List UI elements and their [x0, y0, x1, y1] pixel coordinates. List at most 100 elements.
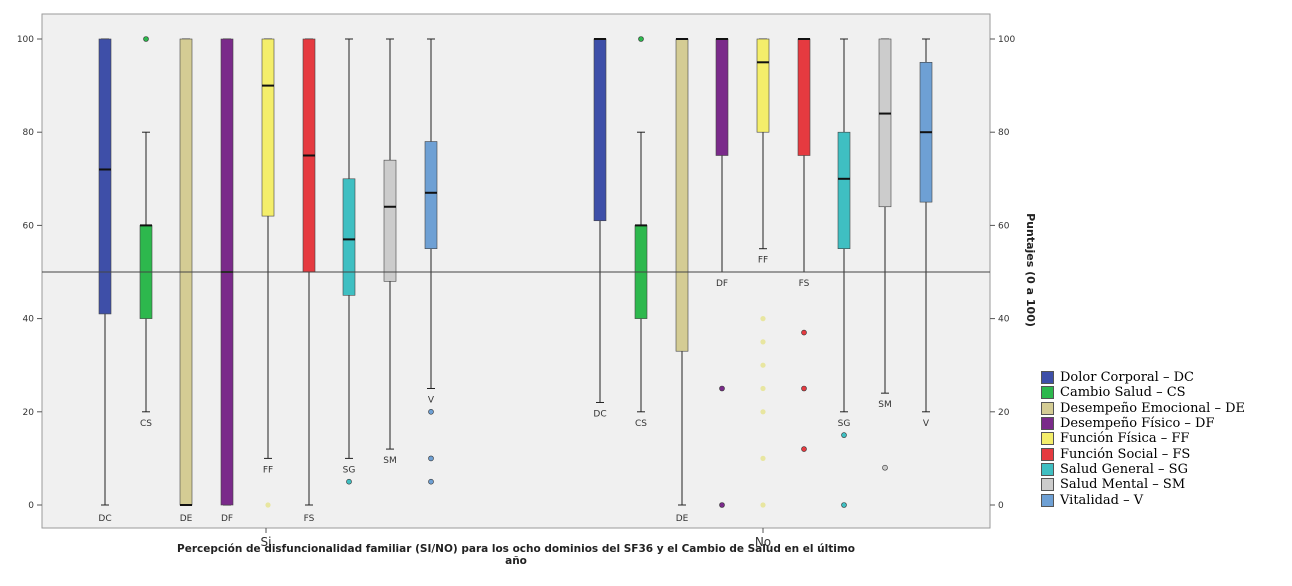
y-tick-label-left: 40 [23, 315, 35, 325]
legend-item: Salud General – SG [1041, 462, 1245, 477]
box-de-si: DE [180, 38, 193, 524]
outlier-point [760, 409, 766, 415]
legend-label: Desempeño Emocional – DE [1060, 400, 1246, 416]
box-sm-no: SM [878, 38, 892, 471]
box-sm-si: SM [383, 38, 397, 466]
box-code-label: CS [635, 419, 647, 429]
legend-label: Cambio Salud – CS [1060, 385, 1186, 401]
y-tick-label-left: 100 [17, 35, 34, 45]
legend-item: Salud Mental – SM [1041, 477, 1245, 492]
y-tick-label-right: 40 [998, 315, 1010, 325]
box-body [424, 141, 438, 250]
legend-item: Función Física – FF [1041, 431, 1245, 446]
outlier-point [265, 502, 271, 508]
y-tick-label-left: 20 [23, 408, 35, 418]
outlier-point [428, 455, 434, 462]
outlier-point [760, 385, 766, 392]
legend-item: Desempeño Emocional – DE [1041, 401, 1245, 416]
box-sg-si: SG [342, 38, 356, 485]
outlier-point [719, 502, 725, 508]
box-v-no: V [919, 38, 933, 429]
x-axis-title-line1: Percepción de disfuncionalidad familiar … [177, 543, 855, 555]
box-df-si: DF [220, 38, 234, 524]
legend-item: Dolor Corporal – DC [1041, 370, 1245, 385]
box-code-label: SG [838, 419, 851, 429]
legend-swatch [1041, 478, 1054, 492]
box-body [878, 38, 892, 208]
legend-swatch [1041, 371, 1054, 385]
outlier-point [841, 502, 847, 508]
legend-label: Función Social – FS [1060, 446, 1191, 462]
box-code-label: SG [343, 465, 356, 475]
box-body [797, 38, 811, 156]
legend-swatch [1041, 417, 1054, 431]
outlier-point [638, 36, 644, 42]
box-code-label: FF [263, 465, 273, 475]
outlier-point [346, 478, 352, 485]
box-code-label: CS [140, 419, 152, 429]
box-dc-si: DC [98, 38, 112, 524]
outlier-point [801, 446, 807, 452]
plot-area [41, 13, 991, 529]
legend-swatch [1041, 493, 1054, 507]
legend-swatch [1041, 447, 1054, 461]
box-body [98, 38, 112, 315]
box-code-label: FS [799, 279, 810, 289]
y-tick-label-right: 80 [998, 128, 1010, 138]
legend: Dolor Corporal – DC Cambio Salud – CS Dese… [1041, 370, 1245, 508]
box-df-no: DF [715, 38, 729, 508]
legend-swatch [1041, 401, 1054, 415]
box-body [593, 38, 607, 222]
outlier-point [143, 36, 149, 42]
box-body [342, 178, 356, 296]
y-tick-label-left: 80 [23, 128, 35, 138]
x-axis-title-line2: año [505, 555, 527, 567]
x-axis-title: Percepción de disfuncionalidad familiar … [177, 543, 855, 567]
y-tick-label-right: 100 [998, 35, 1015, 45]
box-code-label: V [923, 419, 930, 429]
legend-item: Función Social – FS [1041, 446, 1245, 462]
outlier-point [801, 385, 807, 392]
outlier-point [719, 385, 725, 392]
outlier-point [841, 432, 847, 438]
outlier-point [760, 455, 766, 461]
outlier-point [760, 502, 766, 508]
box-code-label: SM [878, 400, 891, 410]
y-tick-label-right: 20 [998, 408, 1010, 418]
box-code-label: DF [221, 514, 233, 524]
outlier-point [428, 408, 434, 415]
legend-swatch [1041, 432, 1054, 446]
box-code-label: V [428, 396, 435, 406]
box-v-si: V [424, 38, 438, 485]
box-body [756, 38, 770, 133]
legend-label: Vitalidad – V [1060, 492, 1144, 508]
box-body [383, 159, 397, 282]
outlier-point [882, 464, 888, 471]
box-code-label: FS [304, 514, 315, 524]
outlier-point [428, 478, 434, 485]
legend-label: Salud General – SG [1060, 461, 1188, 477]
legend-label: Dolor Corporal – DC [1060, 370, 1194, 386]
y-tick-label-left: 0 [28, 501, 34, 511]
box-sg-no: SG [837, 38, 851, 508]
y-tick-label-left: 60 [23, 221, 35, 231]
box-body [675, 38, 689, 352]
legend-label: Desempeño Físico – DF [1060, 416, 1215, 432]
box-body [837, 131, 851, 249]
box-body [261, 38, 275, 217]
legend-swatch [1041, 462, 1054, 476]
outlier-point [760, 316, 766, 322]
box-code-label: DC [98, 514, 111, 524]
legend-item: Desempeño Físico – DF [1041, 416, 1245, 431]
legend-label: Función Física – FF [1060, 431, 1190, 447]
box-code-label: DE [180, 514, 193, 524]
outlier-point [760, 362, 766, 368]
box-fs-no: FS [797, 38, 811, 452]
outlier-point [801, 329, 807, 336]
box-code-label: DC [593, 409, 606, 419]
box-code-label: DF [716, 279, 728, 289]
box-fs-si: FS [302, 38, 316, 524]
y-tick-label-right: 0 [998, 501, 1004, 511]
box-code-label: SM [383, 456, 396, 466]
